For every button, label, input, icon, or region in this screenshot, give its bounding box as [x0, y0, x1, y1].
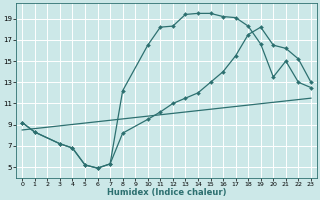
- X-axis label: Humidex (Indice chaleur): Humidex (Indice chaleur): [107, 188, 226, 197]
